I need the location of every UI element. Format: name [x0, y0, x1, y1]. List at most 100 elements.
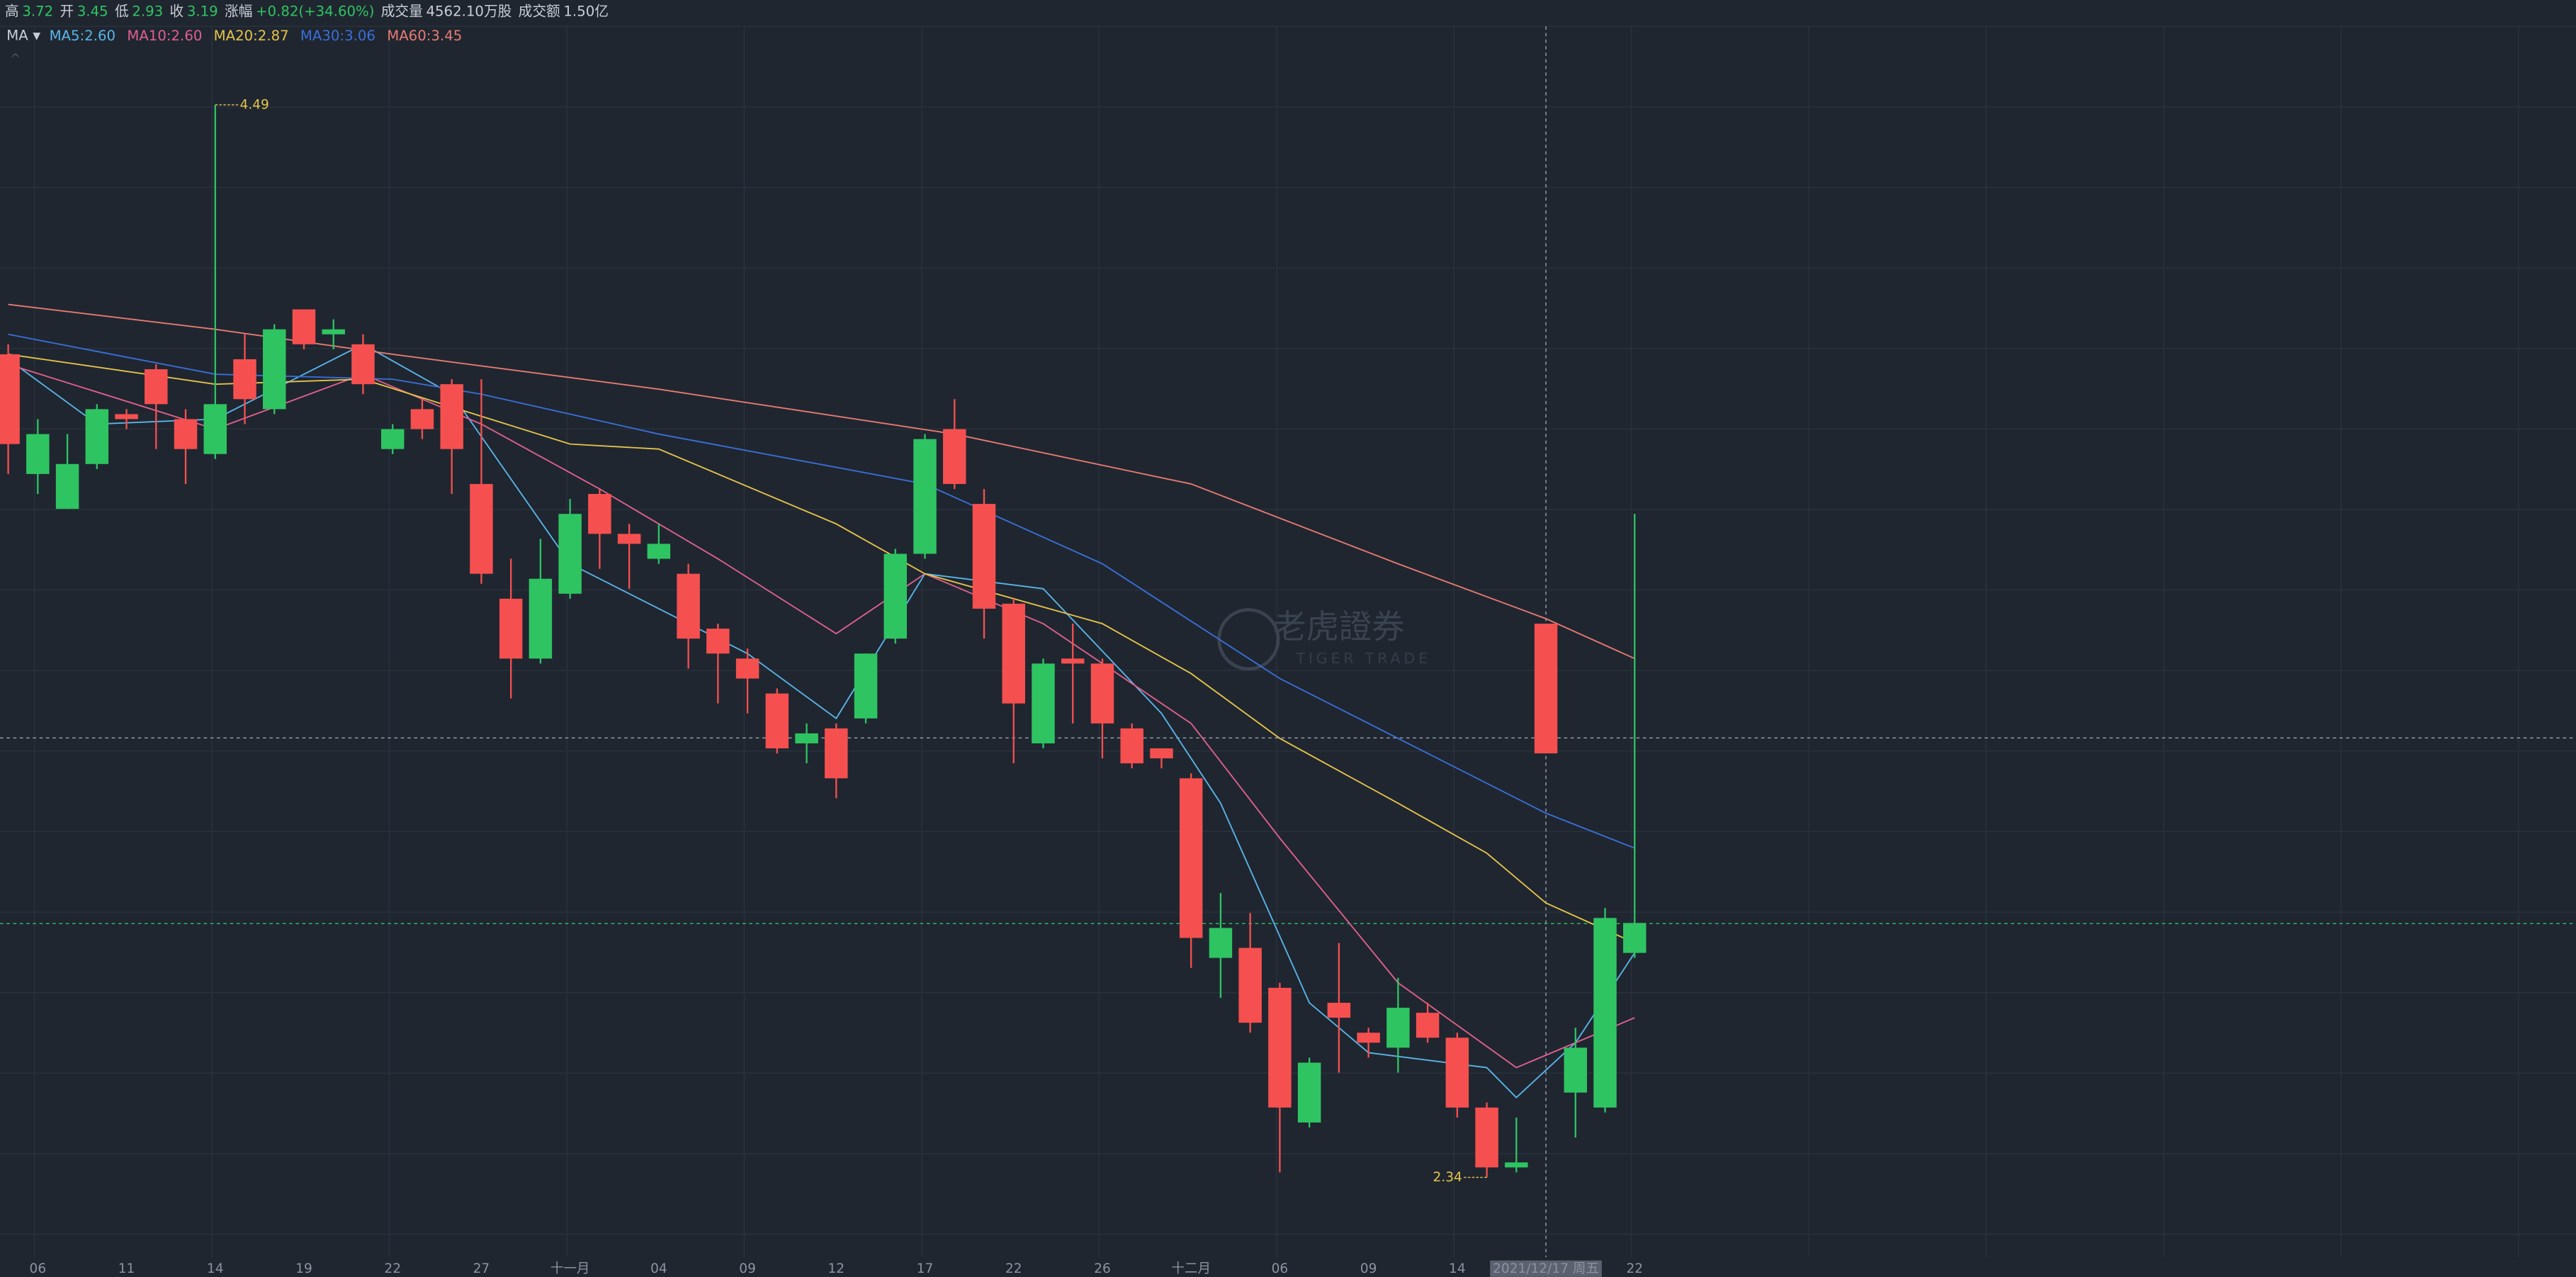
- candle-body: [558, 514, 582, 594]
- collapse-arrow[interactable]: ^: [10, 52, 21, 67]
- x-tick-label: 11: [118, 1261, 135, 1276]
- header-value: 2.93: [132, 3, 163, 19]
- legend-entry: MA60:3.45: [387, 28, 462, 44]
- candle-body: [1179, 778, 1203, 938]
- candle-body: [1090, 663, 1114, 724]
- header-label: 涨幅: [225, 3, 252, 19]
- candle-body: [1623, 923, 1646, 953]
- candle-body: [617, 534, 641, 544]
- legend-entry: MA5:2.60: [50, 28, 116, 44]
- candle-body: [233, 359, 256, 400]
- candle-body: [1002, 603, 1025, 704]
- candle-body: [1475, 1107, 1498, 1168]
- candle-body: [85, 409, 109, 464]
- header: 高 3.72 开 3.45 低 2.93 收 3.19 涨幅 +0.82(+34.60%) 成交量 4…: [5, 3, 609, 19]
- candle-body: [292, 309, 316, 344]
- candle-body: [145, 369, 168, 405]
- candle-body: [529, 578, 553, 659]
- x-tick-label: 09: [1360, 1261, 1377, 1276]
- watermark: 老虎證券: [1273, 608, 1404, 646]
- candle-body: [943, 429, 966, 484]
- x-tick-label: 12: [828, 1261, 845, 1276]
- candle-body: [410, 409, 434, 429]
- candle-body: [765, 693, 789, 749]
- ma-line: [8, 364, 1635, 1069]
- crosshair-date-bg: [1490, 1260, 1602, 1277]
- header-value: 3.72: [22, 3, 53, 19]
- ma-line: [8, 353, 1635, 944]
- annotation-label: 2.34: [1433, 1170, 1462, 1185]
- candle-body: [203, 404, 227, 454]
- x-tick-label: 14: [1449, 1261, 1466, 1276]
- candle-body: [440, 384, 463, 449]
- candle-body: [26, 434, 50, 474]
- header-value: 1.50亿: [563, 3, 609, 19]
- candle-body: [0, 354, 20, 444]
- header-value: 3.45: [77, 3, 108, 19]
- header-value: 4562.10万股: [426, 3, 512, 19]
- x-tick-label: 06: [1272, 1261, 1289, 1276]
- candle-body: [499, 598, 523, 659]
- x-tick-label: 14: [207, 1261, 224, 1276]
- grid: [0, 26, 2576, 1258]
- candle-body: [1150, 748, 1173, 759]
- x-tick-label: 19: [295, 1261, 312, 1276]
- header-value: 3.19: [187, 3, 218, 19]
- x-tick-label: 17: [917, 1261, 934, 1276]
- candle-body: [1505, 1162, 1528, 1168]
- candle-body: [1534, 624, 1558, 754]
- indicator-name[interactable]: MA: [6, 28, 28, 44]
- header-label: 收: [169, 3, 183, 19]
- indicator-dropdown[interactable]: ▼: [33, 30, 40, 42]
- header-label: 高: [5, 3, 19, 19]
- candle-body: [115, 414, 138, 420]
- header-label: 成交量: [381, 3, 423, 19]
- candle-body: [322, 329, 345, 334]
- header-label: 成交额: [519, 3, 560, 19]
- candle-body: [854, 653, 878, 719]
- candle-body: [1268, 987, 1292, 1108]
- candle-body: [1297, 1062, 1321, 1123]
- candle-body: [1032, 663, 1055, 743]
- candle-body: [1445, 1037, 1469, 1108]
- legend-entry: MA30:3.06: [300, 28, 375, 44]
- candle-body: [795, 733, 818, 743]
- header-label: 开: [60, 3, 74, 19]
- x-tick-label: 06: [30, 1261, 47, 1276]
- candle-body: [263, 329, 286, 410]
- candle-body: [470, 483, 493, 574]
- candle-body: [1061, 658, 1085, 664]
- x-tick-label: 十二月: [1171, 1261, 1211, 1276]
- x-tick-label: 22: [1626, 1261, 1643, 1276]
- x-tick-label: 04: [650, 1261, 667, 1276]
- candle-body: [706, 629, 730, 654]
- x-tick-label: 26: [1094, 1261, 1111, 1276]
- candle-body: [351, 344, 375, 385]
- candle-body: [647, 544, 671, 559]
- candle-body: [1593, 918, 1617, 1108]
- candle-body: [1238, 947, 1262, 1023]
- candle-body: [380, 429, 405, 449]
- candle-body: [1327, 1003, 1351, 1018]
- candle-body: [55, 463, 79, 510]
- x-tick-label: 22: [384, 1261, 401, 1276]
- annotation-label: 4.49: [240, 97, 269, 112]
- candle-body: [1357, 1033, 1380, 1043]
- candle-body: [174, 419, 198, 449]
- candle-body: [1209, 928, 1233, 958]
- x-tick-label: 27: [473, 1261, 490, 1276]
- header-label: 低: [115, 3, 129, 19]
- x-tick-label: 十一月: [550, 1261, 590, 1276]
- watermark-sub: TIGER TRADE: [1296, 650, 1431, 667]
- candle-body: [883, 553, 908, 639]
- candle-body: [1416, 1013, 1440, 1038]
- candle-body: [677, 573, 700, 639]
- candle-body: [913, 439, 937, 554]
- header-value: +0.82(+34.60%): [256, 3, 374, 19]
- legend: MA5:2.60 MA10:2.60 MA20:2.87 MA30:3.06 MA60:…: [50, 28, 463, 44]
- legend-entry: MA10:2.60: [127, 28, 202, 44]
- x-tick-label: 09: [739, 1261, 756, 1276]
- candle-body: [1564, 1047, 1588, 1093]
